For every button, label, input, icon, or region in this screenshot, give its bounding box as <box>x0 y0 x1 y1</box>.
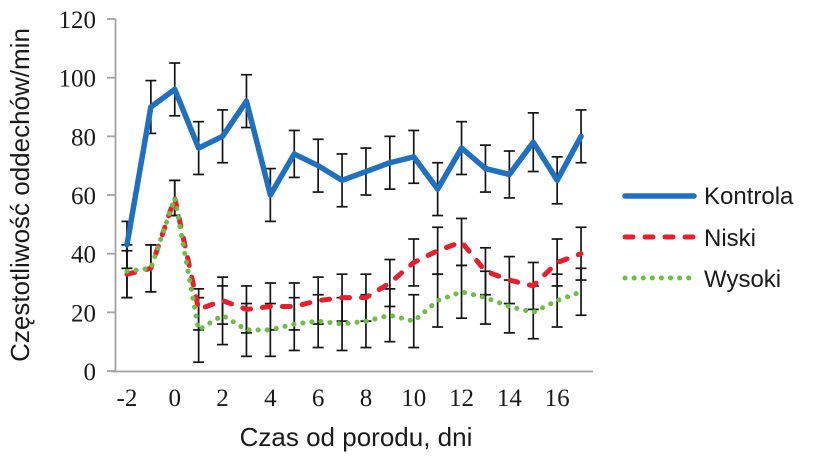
legend-label-niski: Niski <box>704 225 756 252</box>
x-tick-label: 6 <box>312 385 325 412</box>
legend: Kontrola Niski Wysoki <box>622 183 794 293</box>
error-bars <box>121 62 587 364</box>
legend-label-wysoki: Wysoki <box>704 266 781 293</box>
x-tick-label: 14 <box>497 385 523 412</box>
series-lines <box>124 86 584 333</box>
y-tick-label: 20 <box>71 300 96 327</box>
x-tick-label: 4 <box>264 385 277 412</box>
error-bars-wysoki <box>121 179 587 364</box>
y-tick-label: 120 <box>59 7 97 34</box>
y-tick-label: 40 <box>71 242 96 269</box>
x-tick-label: -2 <box>117 385 138 412</box>
series-line-niski <box>124 195 584 312</box>
y-tick-label: 100 <box>59 66 97 93</box>
x-tick-label: 16 <box>545 385 570 412</box>
x-tick-label: 12 <box>449 385 474 412</box>
x-tick-label: 0 <box>169 385 182 412</box>
x-tick-label: 2 <box>216 385 229 412</box>
y-tick-label: 60 <box>71 183 96 210</box>
x-tick-label: 10 <box>401 385 426 412</box>
x-tick-label: 8 <box>360 385 373 412</box>
series-line-wysoki <box>124 195 584 333</box>
x-axis-title: Czas od porodu, dni <box>240 422 473 452</box>
y-axis-title: Częstotliwość oddechów/min <box>5 28 35 362</box>
y-tick-label: 0 <box>84 359 97 386</box>
y-tick-label: 80 <box>71 124 96 151</box>
axes: 0 20 40 60 80 100 120 -2 0 2 4 6 8 10 12 14 16 <box>59 7 593 412</box>
legend-label-kontrola: Kontrola <box>704 183 794 210</box>
series-line-kontrola <box>124 86 584 248</box>
